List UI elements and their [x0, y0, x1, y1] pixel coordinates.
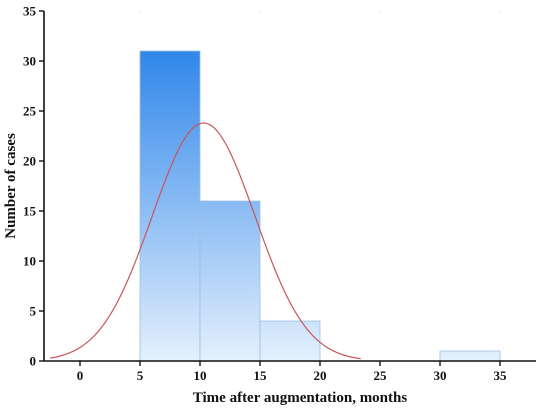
x-axis-ticks: 0 5 10 15 20 25 30 35: [77, 361, 507, 383]
histogram-bar: [199, 200, 261, 362]
x-tick-label: 30: [434, 368, 447, 383]
histogram-bar: [259, 320, 321, 362]
top-dotted-guides: [79, 11, 501, 14]
x-tick-label: 20: [314, 368, 327, 383]
y-tick-label: 0: [30, 354, 37, 369]
y-tick-label: 25: [23, 104, 37, 119]
y-axis-title: Number of cases: [3, 133, 19, 239]
y-tick-label: 35: [23, 4, 37, 19]
axes: [43, 11, 536, 362]
x-tick-label: 10: [194, 368, 207, 383]
y-tick-label: 15: [23, 204, 37, 219]
histogram-bar: [139, 50, 201, 362]
x-tick-label: 25: [374, 368, 388, 383]
y-tick-label: 20: [23, 154, 36, 169]
x-tick-label: 0: [77, 368, 84, 383]
y-tick-label: 30: [23, 54, 36, 69]
x-tick-label: 35: [494, 368, 508, 383]
histogram-bar: [439, 350, 501, 362]
normal-distribution-curve: [49, 122, 361, 360]
x-axis-title: Time after augmentation, months: [193, 390, 408, 406]
histogram-bars: [139, 50, 501, 362]
x-tick-label: 5: [137, 368, 144, 383]
y-axis-ticks: 0 5 10 15 20 25 30 35: [23, 4, 44, 369]
x-tick-label: 15: [254, 368, 268, 383]
y-tick-label: 5: [30, 304, 37, 319]
y-tick-label: 10: [23, 254, 36, 269]
